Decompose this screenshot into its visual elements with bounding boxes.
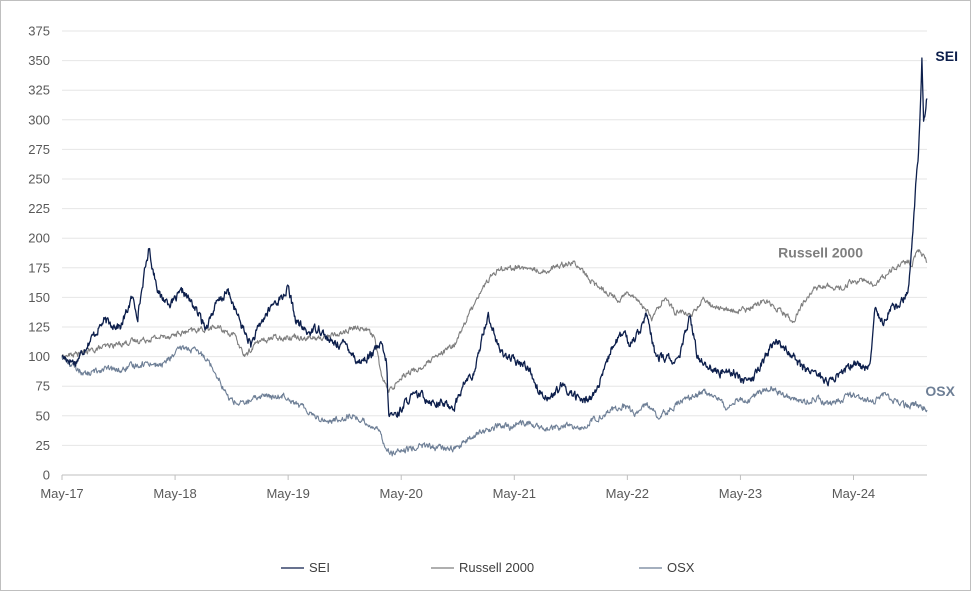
series-line-osx xyxy=(61,344,928,457)
x-tick-label-may-22: May-22 xyxy=(606,486,649,501)
y-tick-label-250: 250 xyxy=(28,172,50,187)
series-end-labels: SEI Russell 2000 OSX xyxy=(778,48,958,399)
x-axis: May-17 May-18 May-19 May-20 May-21 May-22 May-… xyxy=(40,474,927,501)
legend-label-sei: SEI xyxy=(309,560,330,575)
x-tick-label-may-19: May-19 xyxy=(266,486,309,501)
y-tick-label-0: 0 xyxy=(43,468,50,483)
legend-label-russell-2000: Russell 2000 xyxy=(459,560,534,575)
y-tick-label-350: 350 xyxy=(28,53,50,68)
legend: SEI Russell 2000 OSX xyxy=(281,560,695,575)
y-tick-label-175: 175 xyxy=(28,260,50,275)
y-tick-label-150: 150 xyxy=(28,290,50,305)
y-tick-label-325: 325 xyxy=(28,83,50,98)
end-label-sei: SEI xyxy=(935,48,958,64)
series-lines xyxy=(61,57,928,457)
y-tick-label-75: 75 xyxy=(36,379,50,394)
end-label-osx: OSX xyxy=(925,383,955,399)
series-line-russell-2000 xyxy=(61,249,928,393)
y-tick-label-50: 50 xyxy=(36,408,50,423)
x-tick-label-may-24: May-24 xyxy=(832,486,875,501)
y-tick-label-100: 100 xyxy=(28,349,50,364)
y-tick-label-225: 225 xyxy=(28,201,50,216)
series-line-sei xyxy=(61,57,928,418)
y-tick-label-375: 375 xyxy=(28,24,50,39)
y-tick-label-200: 200 xyxy=(28,231,50,246)
legend-label-osx: OSX xyxy=(667,560,695,575)
gridlines xyxy=(62,30,927,446)
x-tick-label-may-23: May-23 xyxy=(719,486,762,501)
y-tick-label-300: 300 xyxy=(28,112,50,127)
x-tick-label-may-18: May-18 xyxy=(153,486,196,501)
y-axis: 0 25 50 75 100 125 150 175 200 225 250 275 300 325 350… xyxy=(28,24,50,483)
x-tick-label-may-20: May-20 xyxy=(380,486,423,501)
x-tick-label-may-21: May-21 xyxy=(493,486,536,501)
y-tick-label-275: 275 xyxy=(28,142,50,157)
y-tick-label-125: 125 xyxy=(28,320,50,335)
end-label-russell-2000: Russell 2000 xyxy=(778,245,863,261)
x-tick-label-may-17: May-17 xyxy=(40,486,83,501)
y-tick-label-25: 25 xyxy=(36,438,50,453)
